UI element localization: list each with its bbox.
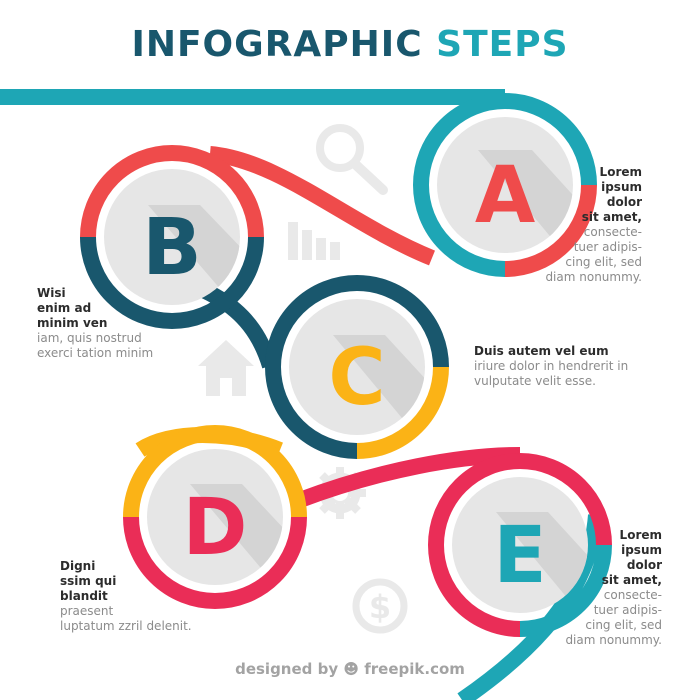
- home-icon: [198, 340, 254, 396]
- step-c-text: Duis autem vel eum iriure dolor in hendr…: [474, 344, 674, 389]
- step-a-bold-3: dolor: [606, 195, 642, 209]
- step-b-bold-3: minim ven: [37, 316, 108, 330]
- step-d-bold-1: Digni: [60, 559, 96, 573]
- step-e-bold-2: ipsum: [621, 543, 662, 557]
- step-e-text: Lorem ipsum dolor sit amet, consecte- tu…: [535, 528, 662, 648]
- step-a-bold-1: Lorem: [599, 165, 642, 179]
- step-a-light-3: cing elit, sed: [565, 255, 642, 269]
- step-e-bold-3: dolor: [626, 558, 662, 572]
- step-c-letter: C: [328, 333, 385, 423]
- step-c-light-1: iriure dolor in hendrerit in: [474, 359, 629, 373]
- step-d-letter: D: [183, 483, 248, 573]
- step-e-bold-1: Lorem: [619, 528, 662, 542]
- credit-brand: freepik.com: [364, 660, 465, 678]
- step-d-text: Digni ssim qui blandit praesent luptatum…: [60, 559, 240, 634]
- step-d-light-1: praesent: [60, 604, 114, 618]
- step-d-bold-3: blandit: [60, 589, 108, 603]
- credit-prefix: designed by: [235, 660, 339, 678]
- dollar-coin-icon: $: [352, 578, 408, 634]
- step-b-light-1: iam, quis nostrud: [37, 331, 142, 345]
- title-part-2: STEPS: [436, 24, 569, 65]
- step-a-letter: A: [475, 151, 535, 241]
- step-e-light-1: consecte-: [603, 588, 662, 602]
- step-e-light-2: tuer adipis-: [593, 603, 662, 617]
- bar-chart-icon: [288, 222, 340, 260]
- magnifier-icon: [316, 124, 388, 195]
- step-e-ring: [428, 453, 612, 637]
- freepik-logo-icon: ☻: [343, 660, 360, 678]
- ribbon-red-ab: [209, 146, 435, 266]
- step-d-bold-2: ssim qui: [60, 574, 117, 588]
- step-b-text: Wisi enim ad minim ven iam, quis nostrud…: [37, 286, 197, 361]
- step-e-bold-4: sit amet,: [601, 573, 662, 587]
- step-a-light-4: diam nonummy.: [545, 270, 642, 284]
- step-c-ring: [265, 275, 449, 459]
- page-title: INFOGRAPHIC STEPS: [0, 24, 700, 65]
- step-b-bold-1: Wisi: [37, 286, 66, 300]
- step-b-letter: B: [142, 203, 201, 293]
- step-a-ring: [413, 93, 597, 277]
- step-e-light-3: cing elit, sed: [585, 618, 662, 632]
- ribbon-pink-de: [297, 447, 521, 508]
- step-b-light-2: exerci tation minim: [37, 346, 154, 360]
- svg-text:$: $: [369, 588, 391, 626]
- step-e-letter: E: [493, 511, 546, 601]
- step-e-light-4: diam nonummy.: [565, 633, 662, 647]
- step-d-light-2: luptatum zzril delenit.: [60, 619, 192, 633]
- step-a-light-1: consecte-: [583, 225, 642, 239]
- step-b-bold-2: enim ad: [37, 301, 92, 315]
- step-b-ring: [80, 145, 264, 329]
- step-a-light-2: tuer adipis-: [573, 240, 642, 254]
- step-a-bold-4: sit amet,: [581, 210, 642, 224]
- title-part-1: INFOGRAPHIC: [131, 24, 423, 65]
- step-c-bold-1: Duis autem vel eum: [474, 344, 609, 358]
- step-c-light-2: vulputate velit esse.: [474, 374, 596, 388]
- step-a-text: Lorem ipsum dolor sit amet, consecte- tu…: [520, 165, 642, 285]
- step-a-bold-2: ipsum: [601, 180, 642, 194]
- freepik-credit[interactable]: designed by ☻ freepik.com: [0, 660, 700, 678]
- step-d-ring: [123, 425, 307, 609]
